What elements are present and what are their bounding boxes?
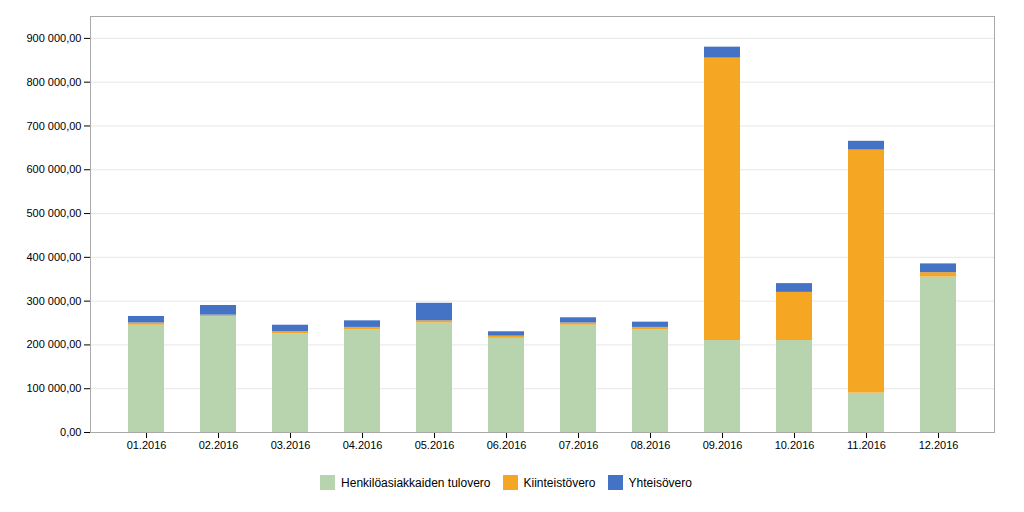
- svg-text:700 000,00: 700 000,00: [26, 119, 81, 131]
- svg-text:02.2016: 02.2016: [199, 439, 239, 451]
- svg-text:04.2016: 04.2016: [343, 439, 383, 451]
- svg-text:05.2016: 05.2016: [415, 439, 455, 451]
- svg-text:03.2016: 03.2016: [271, 439, 311, 451]
- svg-text:300 000,00: 300 000,00: [26, 295, 81, 307]
- svg-text:07.2016: 07.2016: [559, 439, 599, 451]
- svg-text:400 000,00: 400 000,00: [26, 251, 81, 263]
- svg-text:01.2016: 01.2016: [127, 439, 167, 451]
- svg-text:900 000,00: 900 000,00: [26, 32, 81, 44]
- svg-text:0,00: 0,00: [60, 426, 81, 438]
- svg-text:09.2016: 09.2016: [703, 439, 743, 451]
- html-text:Yhteisövero: Yhteisövero: [628, 475, 692, 490]
- svg-text:100 000,00: 100 000,00: [26, 382, 81, 394]
- svg-text:11.2016: 11.2016: [847, 439, 886, 451]
- svg-text:06.2016: 06.2016: [487, 439, 527, 451]
- svg-text:08.2016: 08.2016: [631, 439, 671, 451]
- svg-text:10.2016: 10.2016: [775, 439, 815, 451]
- html-text:Henkilöasiakkaiden tulovero: Henkilöasiakkaiden tulovero: [341, 475, 491, 490]
- svg-text:800 000,00: 800 000,00: [26, 76, 81, 88]
- svg-text:600 000,00: 600 000,00: [26, 163, 81, 175]
- svg-text:500 000,00: 500 000,00: [26, 207, 81, 219]
- svg-text:200 000,00: 200 000,00: [26, 338, 81, 350]
- svg-text:12.2016: 12.2016: [919, 439, 959, 451]
- html-text:Kiinteistövero: Kiinteistövero: [523, 475, 596, 490]
